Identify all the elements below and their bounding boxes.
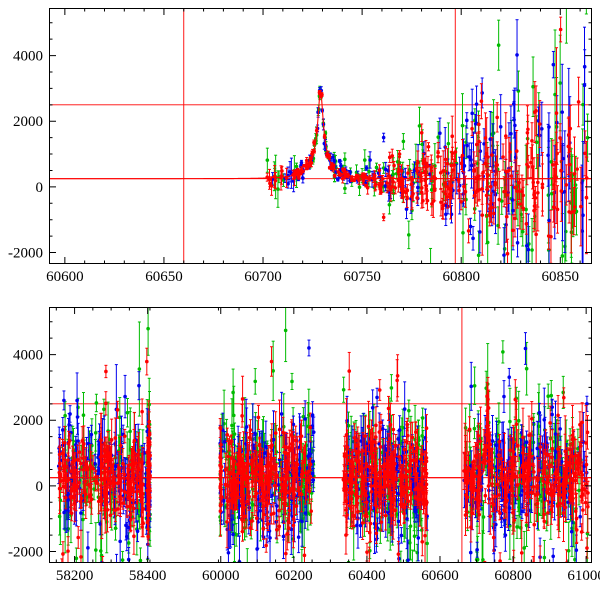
light-curve-figure <box>0 0 600 600</box>
plot-canvas <box>0 0 600 600</box>
